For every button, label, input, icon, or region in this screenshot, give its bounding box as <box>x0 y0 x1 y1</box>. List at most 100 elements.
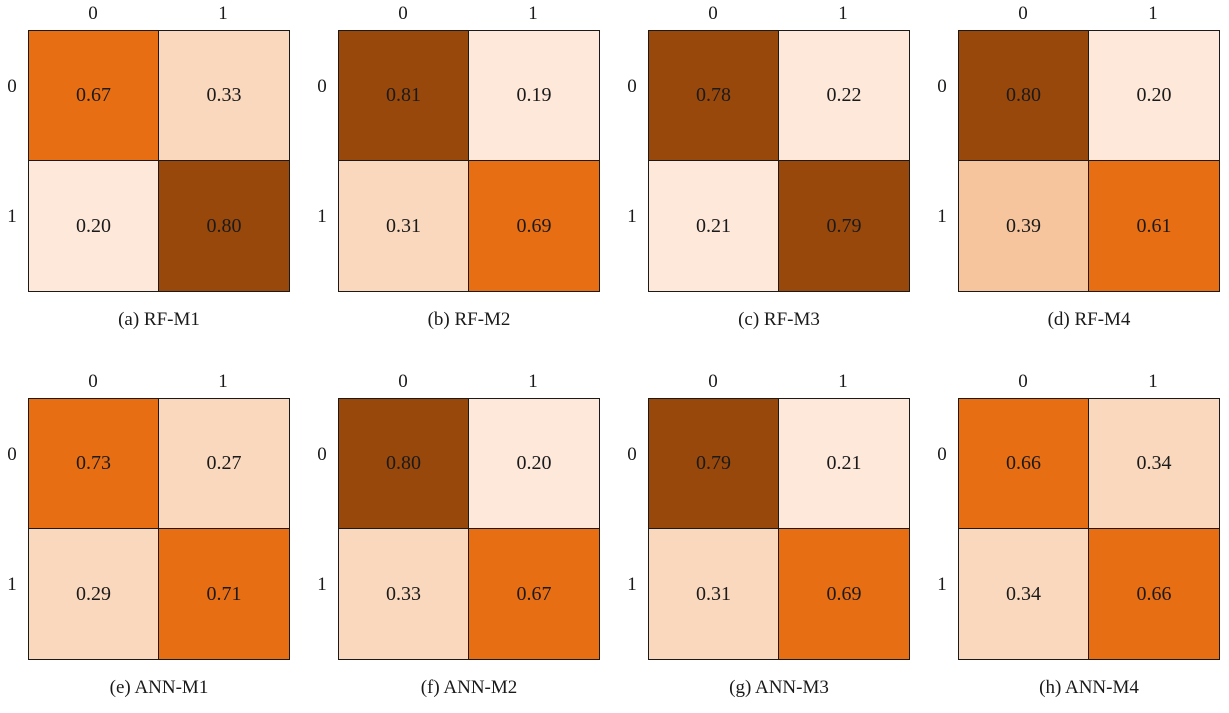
matrix-grid: 0.79 0.21 0.31 0.69 <box>648 398 910 660</box>
matrix-cell: 0.20 <box>29 161 159 291</box>
column-label: 0 <box>708 371 718 392</box>
matrix-grid: 0.67 0.33 0.20 0.80 <box>28 30 290 292</box>
column-label: 0 <box>708 3 718 24</box>
cell-value-label: 0.66 <box>1006 452 1041 474</box>
cell-value-label: 0.69 <box>826 582 862 605</box>
matrix-cell: 0.80 <box>959 31 1089 161</box>
row-label: 1 <box>317 574 327 595</box>
cell-value-label: 0.66 <box>1136 582 1172 605</box>
cell-value-label: 0.80 <box>386 452 421 474</box>
panel-caption: (e) ANN-M1 <box>109 677 209 698</box>
row-label: 1 <box>7 574 17 595</box>
cell-value-label: 0.39 <box>1006 214 1041 237</box>
column-label: 0 <box>1018 3 1028 24</box>
matrix-cell: 0.19 <box>469 31 599 161</box>
panel-caption: (d) RF-M4 <box>1047 309 1131 330</box>
panel-caption: (h) ANN-M4 <box>1039 677 1139 698</box>
column-label: 1 <box>1148 371 1158 392</box>
matrix-cell: 0.22 <box>779 31 909 161</box>
cell-value-label: 0.20 <box>1136 84 1172 106</box>
cell-value-label: 0.79 <box>696 452 731 474</box>
matrix-grid: 0.66 0.34 0.34 0.66 <box>958 398 1220 660</box>
panel-caption: (c) RF-M3 <box>738 309 820 330</box>
confusion-matrix-panel: 0 1 0 1 0.66 0.34 0.34 0.66 (h) ANN-M4 <box>937 370 1228 710</box>
column-label: 0 <box>398 3 408 24</box>
matrix-cell: 0.20 <box>1089 31 1219 161</box>
column-label: 0 <box>88 3 98 24</box>
confusion-matrix-panel: 0 1 0 1 0.80 0.20 0.39 0.61 (d) RF-M4 <box>937 2 1228 342</box>
matrix-cell: 0.81 <box>339 31 469 161</box>
row-label: 0 <box>627 76 637 97</box>
panel-caption: (g) ANN-M3 <box>729 677 829 698</box>
matrix-cell: 0.73 <box>29 399 159 529</box>
cell-value-label: 0.33 <box>206 84 242 106</box>
matrix-cell: 0.31 <box>339 161 469 291</box>
cell-value-label: 0.73 <box>76 452 111 474</box>
row-label: 1 <box>937 574 947 595</box>
matrix-cell: 0.79 <box>779 161 909 291</box>
matrix-grid: 0.80 0.20 0.39 0.61 <box>958 30 1220 292</box>
cell-value-label: 0.34 <box>1006 582 1041 605</box>
confusion-matrix-panel: 0 1 0 1 0.81 0.19 0.31 0.69 (b) RF-M2 <box>317 2 608 342</box>
matrix-cell: 0.69 <box>469 161 599 291</box>
cell-value-label: 0.71 <box>206 582 242 605</box>
panel-caption: (a) RF-M1 <box>118 309 200 330</box>
matrix-cell: 0.20 <box>469 399 599 529</box>
confusion-matrix-panel: 0 1 0 1 0.73 0.27 0.29 0.71 (e) ANN-M1 <box>7 370 298 710</box>
matrix-cell: 0.34 <box>1089 399 1219 529</box>
cell-value-label: 0.61 <box>1136 214 1172 237</box>
matrix-cell: 0.78 <box>649 31 779 161</box>
matrix-cell: 0.21 <box>779 399 909 529</box>
cell-value-label: 0.22 <box>826 84 862 106</box>
row-label: 0 <box>7 444 17 465</box>
row-label: 1 <box>627 574 637 595</box>
column-label: 1 <box>838 3 848 24</box>
matrix-cell: 0.61 <box>1089 161 1219 291</box>
row-label: 0 <box>317 76 327 97</box>
panel-caption: (f) ANN-M2 <box>420 677 518 698</box>
row-label: 1 <box>627 206 637 227</box>
cell-value-label: 0.69 <box>516 214 552 237</box>
confusion-matrix-panel: 0 1 0 1 0.80 0.20 0.33 0.67 (f) ANN-M2 <box>317 370 608 710</box>
column-label: 1 <box>218 3 228 24</box>
cell-value-label: 0.34 <box>1136 452 1172 474</box>
cell-value-label: 0.31 <box>386 214 421 237</box>
matrix-cell: 0.27 <box>159 399 289 529</box>
matrix-cell: 0.80 <box>339 399 469 529</box>
row-label: 0 <box>317 444 327 465</box>
matrix-cell: 0.33 <box>159 31 289 161</box>
column-label: 1 <box>528 3 538 24</box>
matrix-cell: 0.67 <box>29 31 159 161</box>
cell-value-label: 0.81 <box>386 84 421 106</box>
confusion-matrix-panel: 0 1 0 1 0.67 0.33 0.20 0.80 (a) RF-M1 <box>7 2 298 342</box>
matrix-cell: 0.80 <box>159 161 289 291</box>
matrix-cell: 0.33 <box>339 529 469 659</box>
cell-value-label: 0.78 <box>696 84 731 106</box>
column-label: 1 <box>528 371 538 392</box>
confusion-matrix-panel: 0 1 0 1 0.79 0.21 0.31 0.69 (g) ANN-M3 <box>627 370 918 710</box>
matrix-cell: 0.79 <box>649 399 779 529</box>
cell-value-label: 0.20 <box>76 214 111 237</box>
column-label: 0 <box>1018 371 1028 392</box>
matrix-cell: 0.34 <box>959 529 1089 659</box>
matrix-cell: 0.66 <box>1089 529 1219 659</box>
column-label: 0 <box>398 371 408 392</box>
matrix-grid: 0.81 0.19 0.31 0.69 <box>338 30 600 292</box>
matrix-grid: 0.73 0.27 0.29 0.71 <box>28 398 290 660</box>
row-label: 0 <box>627 444 637 465</box>
row-label: 1 <box>317 206 327 227</box>
column-label: 1 <box>838 371 848 392</box>
matrix-cell: 0.39 <box>959 161 1089 291</box>
cell-value-label: 0.67 <box>516 582 552 605</box>
cell-value-label: 0.79 <box>826 214 862 237</box>
matrix-cell: 0.31 <box>649 529 779 659</box>
row-label: 0 <box>7 76 17 97</box>
matrix-cell: 0.71 <box>159 529 289 659</box>
panel-caption: (b) RF-M2 <box>427 309 511 330</box>
matrix-cell: 0.67 <box>469 529 599 659</box>
cell-value-label: 0.67 <box>76 84 111 106</box>
cell-value-label: 0.31 <box>696 582 731 605</box>
column-label: 1 <box>218 371 228 392</box>
cell-value-label: 0.80 <box>1006 84 1041 106</box>
